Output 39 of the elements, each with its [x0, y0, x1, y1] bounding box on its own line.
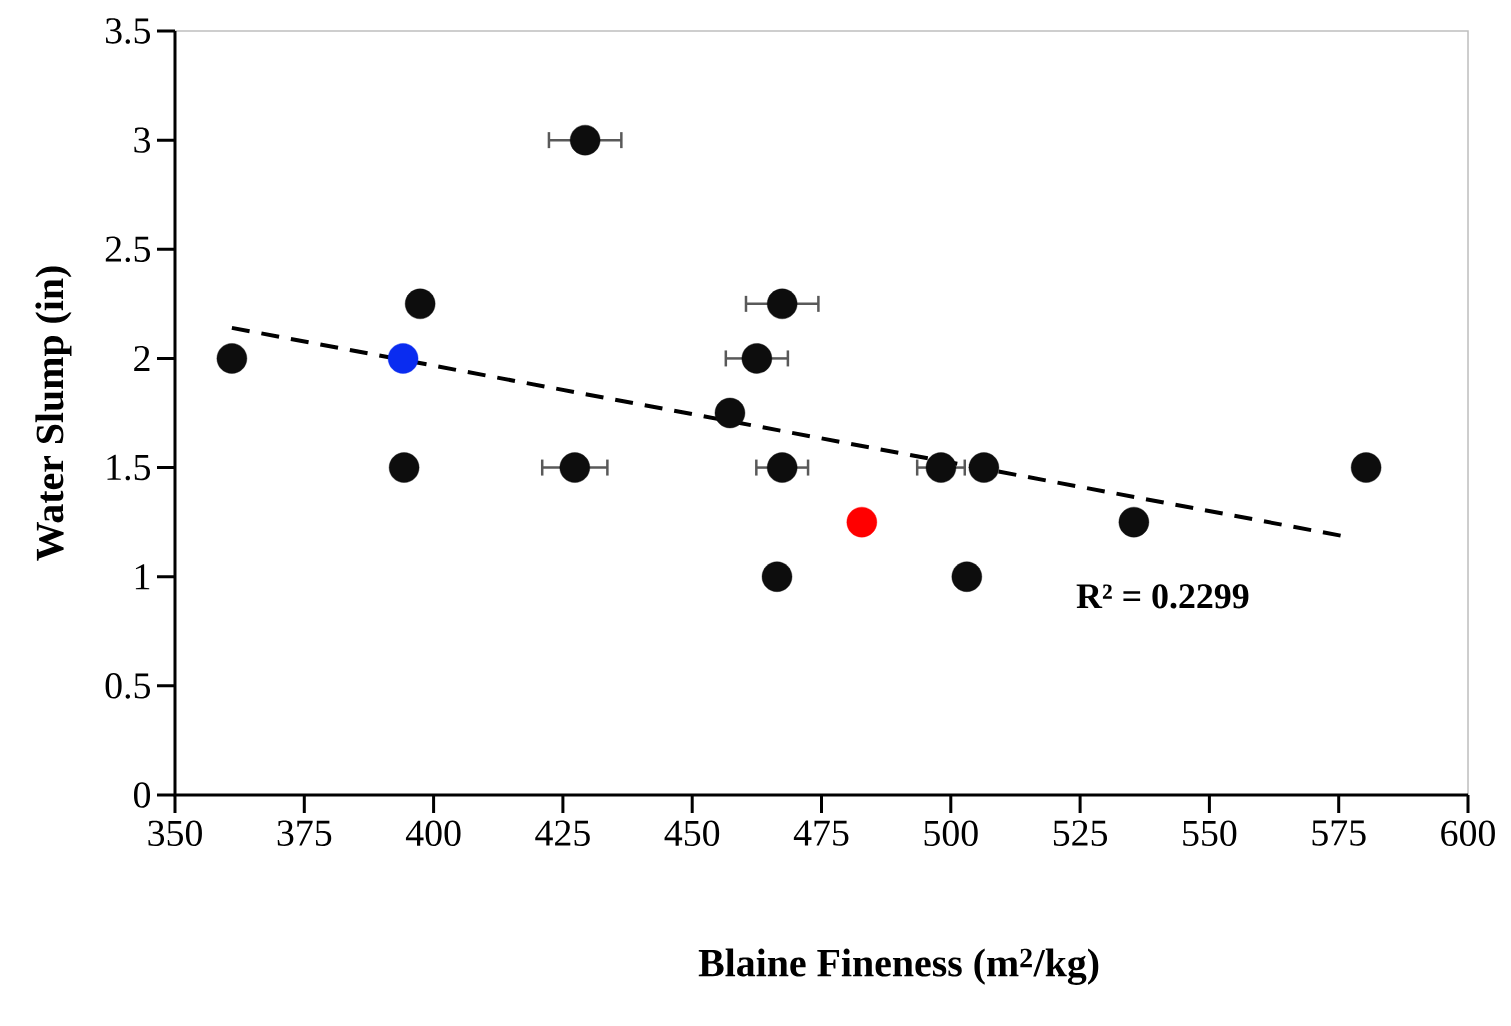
x-tick-label: 525: [1053, 820, 1108, 846]
y-axis-title: Water Slump (in): [35, 266, 72, 561]
x-tick-label: 425: [535, 820, 590, 846]
y-tick-label: 2: [134, 345, 150, 371]
point: [714, 397, 746, 429]
x-tick-label: 375: [277, 820, 332, 846]
point: [216, 343, 248, 374]
y-tick-label: 1.5: [107, 454, 150, 481]
point: [846, 506, 878, 538]
point: [404, 288, 436, 320]
point: [766, 288, 798, 320]
point: [741, 343, 773, 374]
x-tick-label: 475: [793, 820, 849, 846]
x-tick-label: 350: [148, 820, 202, 847]
x-tick-label: 575: [1312, 820, 1366, 846]
y-tick-label: 0.5: [105, 673, 150, 699]
x-tick-label: 400: [405, 820, 461, 847]
y-tick-label: 3: [134, 127, 150, 153]
x-tick-label: 450: [664, 820, 720, 847]
point: [925, 452, 957, 483]
x-tick-label: 550: [1183, 820, 1237, 847]
annotation: R² = 0.2299: [1076, 584, 1249, 609]
point: [388, 452, 420, 483]
point: [387, 343, 419, 374]
y-tick-label: 0: [133, 782, 151, 808]
point: [761, 561, 793, 592]
point: [1350, 452, 1382, 483]
point: [766, 452, 798, 483]
point: [968, 452, 1000, 483]
point: [951, 561, 983, 592]
point: [569, 124, 601, 156]
x-tick-label: 600: [1441, 820, 1495, 847]
point: [559, 452, 590, 483]
y-tick-label: 2.5: [105, 236, 150, 263]
y-tick-label: 3.5: [105, 18, 150, 44]
x-axis-title: Blaine Fineness (m$^{2}$/kg): [698, 948, 1099, 985]
y-tick-label: 1: [135, 564, 150, 590]
point: [1118, 506, 1150, 538]
x-tick-label: 500: [924, 820, 978, 847]
